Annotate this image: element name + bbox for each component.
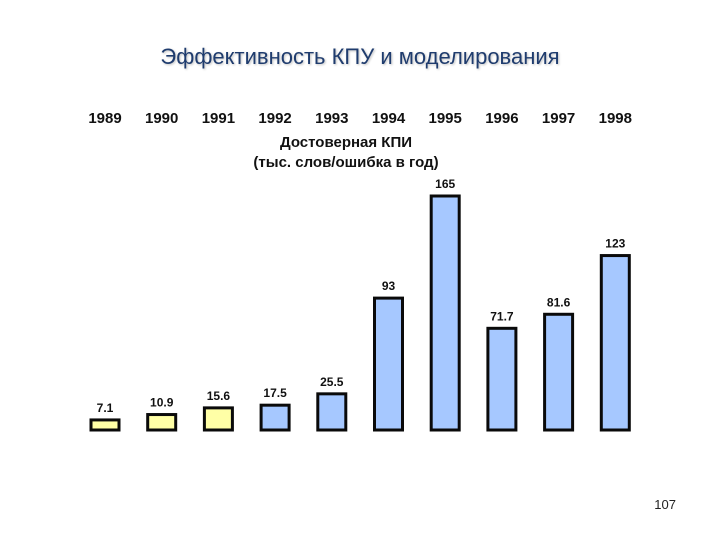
value-label-1994: 93	[382, 279, 396, 293]
value-label-1990: 10.9	[150, 396, 174, 410]
category-label-1995: 1995	[429, 110, 462, 127]
category-label-1996: 1996	[485, 110, 518, 127]
category-label-1997: 1997	[542, 110, 575, 127]
bar-1989	[89, 418, 121, 432]
chart-title: Достоверная КПИ	[280, 134, 412, 151]
slide-title: Эффективность КПУ и моделирования	[160, 44, 560, 69]
bar-1994	[373, 296, 404, 432]
chart-subtitle: (тыс. слов/ошибка в год)	[253, 154, 438, 171]
category-label-1998: 1998	[599, 110, 632, 127]
category-label-1991: 1991	[202, 110, 235, 127]
bar-1991	[202, 406, 234, 432]
value-label-1997: 81.6	[547, 295, 571, 309]
category-label-1994: 1994	[372, 110, 406, 127]
value-labels: 7.1 10.9 15.6 17.5 25.5 93 165 71.7 81.6 123	[97, 177, 626, 415]
bar-1992	[259, 403, 291, 432]
value-label-1989: 7.1	[97, 401, 114, 415]
value-label-1996: 71.7	[490, 309, 514, 323]
bar-1998	[599, 254, 631, 432]
value-label-1995: 165	[435, 177, 455, 191]
category-labels: 1989 1990 1991 1992 1993 1994 1995 1996 1997 1998	[88, 110, 632, 127]
category-label-1992: 1992	[258, 110, 291, 127]
category-label-1989: 1989	[88, 110, 121, 127]
bars-group	[89, 194, 631, 432]
value-label-1991: 15.6	[207, 389, 231, 403]
category-label-1993: 1993	[315, 110, 348, 127]
value-label-1998: 123	[605, 237, 625, 251]
page-number: 107	[654, 497, 676, 512]
bar-1995	[429, 194, 461, 432]
bar-1997	[543, 312, 575, 432]
bar-1990	[146, 413, 178, 432]
bar-1996	[486, 326, 518, 432]
value-label-1992: 17.5	[263, 386, 287, 400]
bar-1993	[316, 392, 348, 432]
category-label-1990: 1990	[145, 110, 178, 127]
value-label-1993: 25.5	[320, 375, 344, 389]
